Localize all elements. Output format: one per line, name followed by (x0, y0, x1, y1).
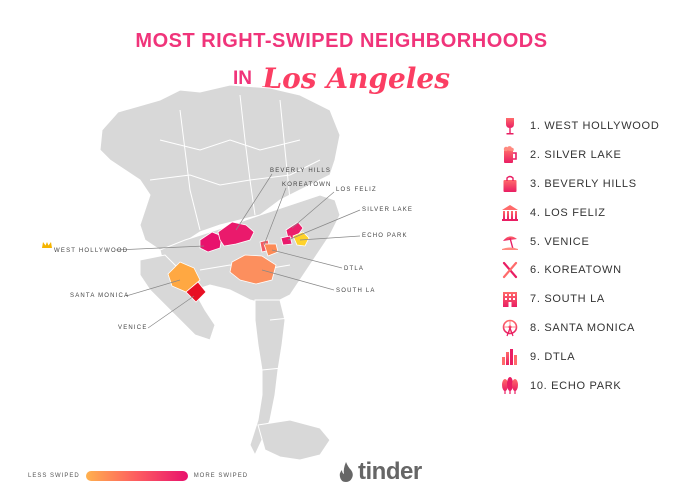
ranking-label: 1. WEST HOLLYWOOD (530, 120, 660, 133)
district-line (159, 139, 301, 151)
label-beverly-hills: BEVERLY HILLS (270, 168, 331, 174)
subtitle-prefix: IN (232, 67, 252, 89)
south-corridor (249, 299, 286, 457)
ferris-wheel-icon (502, 319, 518, 337)
region-beverly-hills (217, 221, 255, 247)
ranking-label: 5. VENICE (530, 235, 590, 248)
crown-shape (42, 242, 52, 248)
district-lines (149, 94, 321, 371)
leader-venice (147, 295, 195, 329)
city-base (99, 84, 341, 461)
leader-los-feliz (291, 191, 335, 229)
district-line (269, 317, 291, 321)
flame-icon (339, 462, 353, 482)
ranking-label: 10. ECHO PARK (530, 379, 622, 392)
label-south-la: SOUTH LA (336, 288, 376, 294)
ranking-label: 8. SANTA MONICA (530, 321, 636, 334)
legend-low-label: LESS SWIPED (28, 473, 80, 479)
ranking-label: 4. LOS FELIZ (530, 206, 606, 219)
region-south-la (229, 254, 277, 285)
map-subtitle: IN Los Angeles (0, 62, 683, 95)
ranking-item: 3. BEVERLY HILLS (500, 170, 670, 199)
map-title: MOST RIGHT-SWIPED NEIGHBORHOODS (135, 30, 548, 52)
crown-icon (42, 242, 52, 248)
region-dtla (263, 243, 279, 257)
leader-south-la (261, 269, 335, 291)
ranking-item: 2. SILVER LAKE (500, 141, 670, 170)
label-santa-monica: SANTA MONICA (70, 293, 129, 299)
observatory-icon (502, 204, 518, 221)
ranking-label: 9. DTLA (530, 350, 576, 363)
district-line (279, 99, 291, 201)
label-dtla: DTLA (344, 266, 364, 272)
beach-umbrella-icon (502, 236, 518, 250)
ranking-label: 6. KOREATOWN (530, 264, 622, 277)
shopping-bag-icon (503, 175, 517, 192)
skyline-icon (502, 348, 517, 365)
trees-icon (502, 376, 518, 394)
ranking-label: 7. SOUTH LA (530, 293, 605, 306)
leader-dtla (271, 249, 343, 269)
ranking-item: 8. SANTA MONICA (500, 314, 670, 343)
district-line (149, 159, 321, 186)
ranking-list: 1. WEST HOLLYWOOD 2. SILVER LAKE 3. BEVE… (500, 112, 670, 400)
brand-name: tinder (358, 458, 422, 485)
region-west-hollywood (199, 231, 223, 253)
legend-high-label: MORE SWIPED (193, 473, 249, 479)
ranking-label: 3. BEVERLY HILLS (530, 177, 637, 190)
label-echo-park: ECHO PARK (362, 233, 408, 239)
map-labels: WEST HOLLYWOOD BEVERLY HILLS KOREATOWN L… (54, 168, 413, 331)
ranking-item: 7. SOUTH LA (500, 285, 670, 314)
label-los-feliz: LOS FELIZ (336, 187, 377, 193)
ranking-label: 2. SILVER LAKE (530, 149, 622, 162)
swipe-legend: LESS SWIPED MORE SWIPED (28, 470, 248, 482)
leader-west-hollywood (115, 245, 205, 251)
building-icon (503, 292, 517, 308)
city-name: Los Angeles (262, 62, 451, 95)
legend-gradient-bar (85, 471, 188, 481)
ranking-item: 9. DTLA (500, 342, 670, 371)
region-silver-lake (280, 235, 293, 246)
leader-lines (115, 173, 361, 329)
leader-koreatown (263, 187, 287, 246)
label-koreatown: KOREATOWN (282, 182, 332, 188)
ranking-item: 1. WEST HOLLYWOOD (500, 112, 670, 141)
region-santa-monica (167, 261, 201, 293)
ranking-item: 4. LOS FELIZ (500, 198, 670, 227)
beer-mug-icon (503, 146, 517, 164)
tinder-logo: tinder (338, 458, 422, 486)
leader-beverly-hills (235, 173, 273, 231)
wine-glass-icon (506, 118, 514, 135)
leader-silver-lake (287, 209, 361, 241)
label-west-hollywood: WEST HOLLYWOOD (54, 248, 128, 254)
ranking-item: 6. KOREATOWN (500, 256, 670, 285)
neighborhoods (167, 221, 310, 303)
san-fernando-valley (99, 84, 341, 251)
ranking-item: 10. ECHO PARK (500, 371, 670, 400)
region-venice (185, 281, 207, 303)
leader-echo-park (299, 235, 361, 241)
fork-knife-icon (502, 262, 518, 279)
label-venice: VENICE (118, 325, 148, 331)
label-silver-lake: SILVER LAKE (362, 207, 413, 213)
leader-santa-monica (125, 279, 181, 297)
harbor-area (257, 419, 331, 461)
district-line (261, 367, 283, 371)
district-line (239, 94, 256, 216)
region-echo-park (292, 231, 310, 247)
ranking-item: 5. VENICE (500, 227, 670, 256)
district-line (179, 109, 201, 231)
